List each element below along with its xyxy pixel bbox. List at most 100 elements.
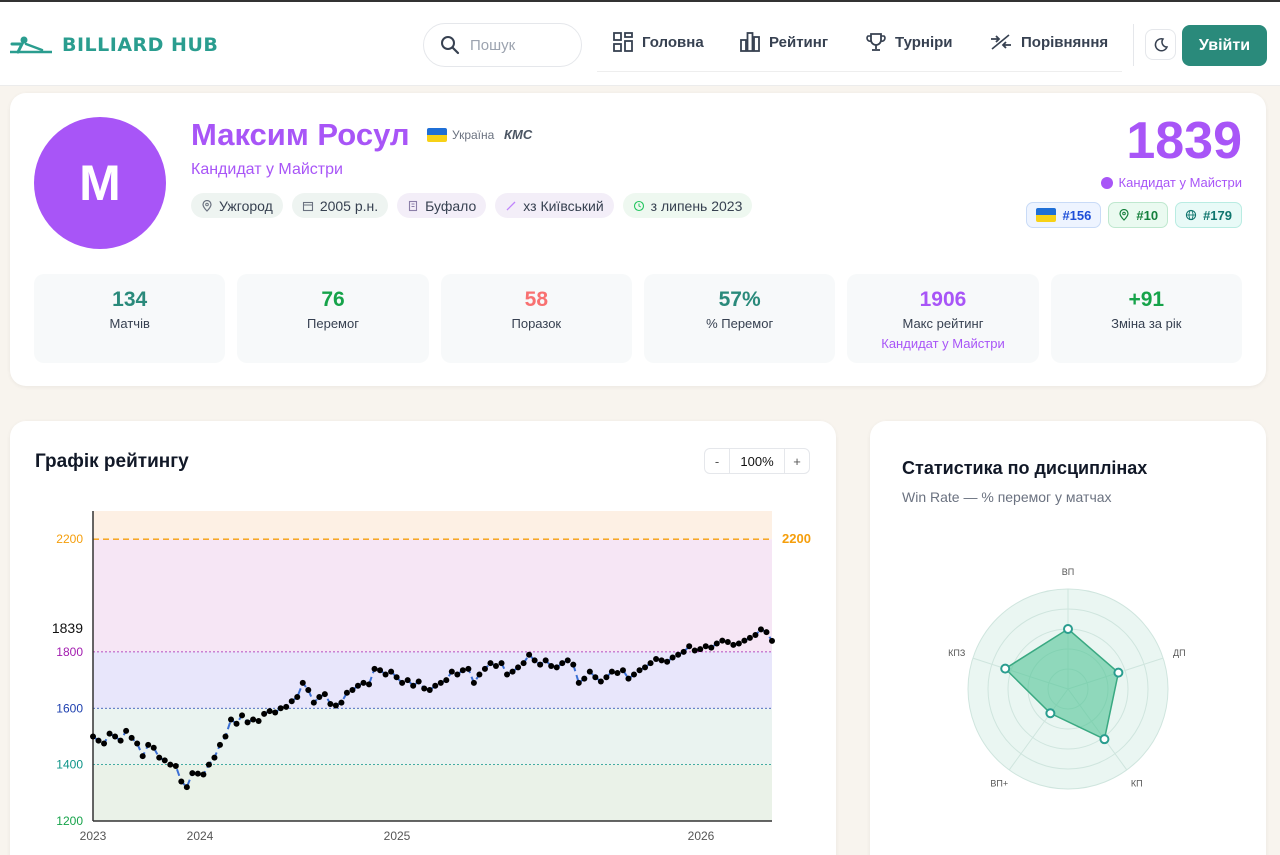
- calendar-icon: [302, 201, 313, 211]
- rating-point: [343, 689, 350, 696]
- login-button[interactable]: Увійти: [1182, 25, 1267, 66]
- nav-item-tournaments[interactable]: Турніри: [865, 31, 953, 53]
- theme-toggle-button[interactable]: [1145, 29, 1176, 60]
- rating-point: [399, 679, 406, 686]
- rating-point: [735, 640, 742, 647]
- bar-chart-icon: [740, 32, 760, 52]
- badge-world-rank[interactable]: #179: [1175, 202, 1242, 228]
- badge-city-rank-text: #10: [1136, 207, 1159, 223]
- nav-label-home: Головна: [642, 33, 704, 51]
- dashboard-icon: [613, 32, 633, 52]
- zoom-in-button[interactable]: +: [793, 453, 801, 469]
- rating-point: [481, 665, 488, 672]
- rating-point: [194, 770, 201, 777]
- rating-point: [586, 668, 593, 675]
- rating-point: [222, 733, 229, 740]
- rating-point: [608, 668, 615, 675]
- chip-club-text: Буфало: [425, 197, 477, 214]
- stat-win-percent-label: % Перемог: [706, 316, 774, 331]
- rating-chart-title: Графік рейтингу: [35, 451, 189, 472]
- rating-point: [697, 646, 704, 653]
- radar-point: [1099, 734, 1110, 745]
- rating-point: [360, 679, 367, 686]
- rating-point: [316, 694, 323, 700]
- nav-item-compare[interactable]: Порівняння: [989, 31, 1108, 53]
- radar-axis-label: ВП+: [990, 779, 1008, 789]
- rating-point: [371, 665, 378, 672]
- rating-point: [426, 686, 433, 693]
- clock-icon: [633, 200, 644, 211]
- y-tick-label: 1800: [56, 645, 83, 659]
- rating-point: [95, 737, 102, 744]
- rating-point: [332, 702, 339, 709]
- rating-point: [642, 664, 649, 671]
- nav-item-home[interactable]: Головна: [612, 31, 704, 53]
- rating-point: [172, 763, 179, 770]
- rating-point: [189, 770, 196, 777]
- rating-point: [437, 679, 444, 686]
- rating-point: [106, 730, 113, 737]
- rating-point: [630, 671, 637, 678]
- rating-point: [526, 651, 533, 658]
- logo[interactable]: BILLIARD HUB: [8, 32, 218, 58]
- stat-losses: 58 Поразок: [440, 274, 632, 363]
- profile-card: M Максим Росул Україна КМС Кандидат у Ма…: [10, 93, 1266, 386]
- badge-city-rank[interactable]: #10: [1108, 202, 1169, 228]
- rating-point: [139, 753, 146, 760]
- x-tick-label: 2025: [384, 829, 411, 843]
- chip-member-since: з липень 2023: [622, 193, 753, 218]
- stat-losses-value: 58: [524, 288, 548, 311]
- radar-axis-label: КП: [1131, 779, 1143, 789]
- stat-losses-label: Поразок: [511, 316, 562, 331]
- rating-point: [658, 657, 665, 664]
- x-tick-label: 2024: [187, 829, 214, 843]
- radar-point: [1113, 667, 1124, 678]
- rating-point: [752, 632, 759, 638]
- rating-point: [266, 708, 273, 715]
- rating-point: [724, 639, 731, 646]
- rating-point: [404, 677, 411, 684]
- nav-label-compare: Порівняння: [1021, 33, 1109, 51]
- compare-icon: [991, 34, 1011, 50]
- badge-country-rank[interactable]: #156: [1026, 202, 1102, 228]
- chip-cue: хз Київський: [495, 193, 614, 218]
- rating-point: [117, 737, 124, 744]
- chip-city-text: Ужгород: [219, 197, 273, 214]
- chip-city: Ужгород: [191, 193, 283, 218]
- rating-point: [354, 682, 361, 689]
- globe-icon: [1185, 209, 1197, 221]
- stat-wins-value: 76: [321, 288, 345, 311]
- rating-line-chart[interactable]: 1200 1400 1600 1800 2200 2200 2023 2024 2025 2026…: [10, 421, 836, 855]
- rating-point: [741, 637, 748, 644]
- y-tick-label: 1400: [56, 758, 83, 772]
- logo-icon: [10, 36, 52, 54]
- zoom-out-button[interactable]: -: [714, 453, 720, 469]
- rating-point: [305, 686, 312, 693]
- moon-icon: [1154, 37, 1168, 51]
- stat-max-rating-rank: Кандидат у Майстри: [881, 336, 1005, 351]
- badge-country-rank-text: #156: [1062, 207, 1092, 223]
- rating-zone: [93, 539, 772, 652]
- stat-matches: 134 Матчів: [34, 274, 226, 363]
- search-input[interactable]: Пошук: [423, 23, 582, 67]
- rating-point: [763, 629, 770, 636]
- rating-point: [134, 740, 141, 747]
- rating-point: [272, 709, 279, 716]
- rating-point: [542, 657, 549, 664]
- rating-point: [653, 655, 660, 662]
- rating-point: [321, 691, 328, 698]
- nav-item-rating[interactable]: Рейтинг: [739, 31, 828, 53]
- rating-point: [592, 674, 599, 681]
- discipline-radar-chart[interactable]: ВП ДП КП ВП+ КПЗ: [870, 421, 1266, 855]
- rating-point: [283, 703, 290, 710]
- rating-point: [559, 660, 566, 667]
- trophy-icon: [866, 33, 886, 51]
- search-placeholder: Пошук: [470, 36, 516, 54]
- rating-point: [492, 663, 499, 669]
- rating-point: [691, 647, 698, 654]
- radar-axis-label: КПЗ: [948, 648, 965, 658]
- rating-point: [548, 663, 555, 669]
- rating-point: [255, 717, 262, 724]
- rating-point: [570, 661, 577, 668]
- rating-point: [470, 679, 477, 686]
